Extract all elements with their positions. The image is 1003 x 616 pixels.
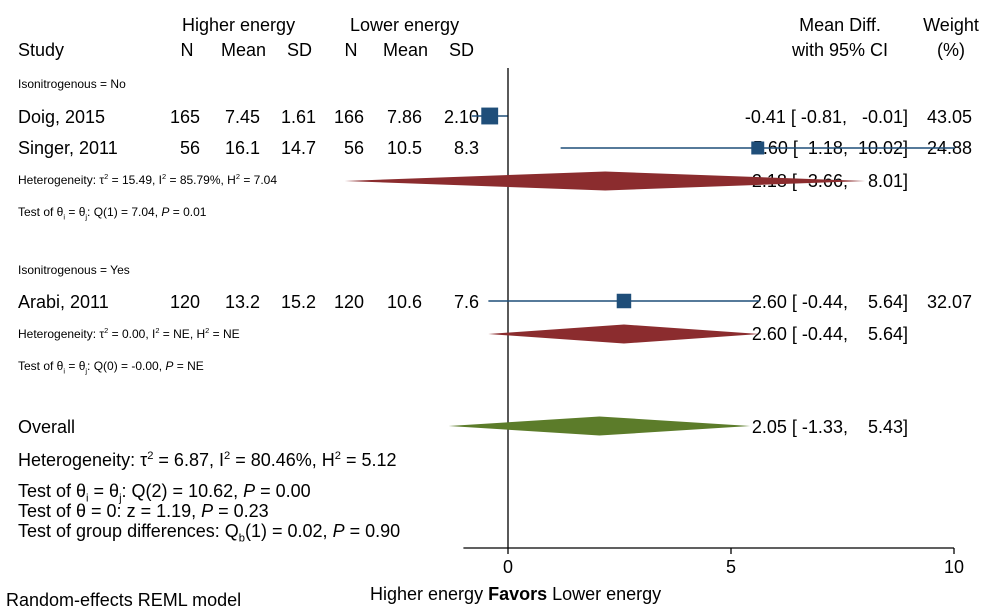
subgroup-pooled-diamond	[344, 171, 866, 191]
study-weight: 43.05	[926, 107, 972, 127]
study-estimate-marker	[616, 293, 632, 309]
study-sd1: 14.7	[280, 138, 316, 158]
study-mean2: 10.6	[386, 292, 422, 312]
subgroup-homogeneity-test: Test of θi = θj: Q(1) = 7.04, P = 0.01	[18, 205, 207, 222]
study-n2: 120	[333, 292, 364, 312]
n1-column-header: N	[180, 40, 194, 60]
study-estimate-marker	[481, 107, 499, 125]
mean2-column-header: Mean	[383, 40, 429, 60]
subgroup-heterogeneity: Heterogeneity: τ2 = 0.00, I2 = NE, H2 = …	[18, 326, 240, 341]
study-sd2: 2.10	[443, 107, 479, 127]
group-differences-test: Test of group differences: Qb(1) = 0.02,…	[18, 521, 401, 545]
study-name: Singer, 2011	[18, 138, 118, 158]
study-ci-text: -0.41 [ -0.81, -0.01]	[744, 107, 908, 127]
overall-heterogeneity: Heterogeneity: τ2 = 6.87, I2 = 80.46%, H…	[18, 450, 397, 470]
overall-ci-text: 2.05 [ -1.33, 5.43]	[751, 417, 908, 437]
study-name: Doig, 2015	[18, 107, 106, 127]
study-mean1: 7.45	[224, 107, 260, 127]
study-mean1: 16.1	[224, 138, 260, 158]
ci-column-header: with 95% CI	[791, 40, 889, 60]
study-n1: 120	[169, 292, 200, 312]
subgroup-homogeneity-test: Test of θi = θj: Q(0) = -0.00, P = NE	[18, 359, 204, 376]
study-n2: 166	[333, 107, 364, 127]
weight-column-header: Weight	[923, 15, 979, 35]
subgroup-pooled-diamond	[488, 324, 760, 344]
model-note: Random-effects REML model	[6, 590, 242, 610]
overall-pooled-diamond	[448, 416, 751, 436]
weight-unit-header: (%)	[937, 40, 965, 60]
study-mean2: 10.5	[386, 138, 422, 158]
study-n2: 56	[343, 138, 364, 158]
n2-column-header: N	[344, 40, 358, 60]
subgroup-heterogeneity: Heterogeneity: τ2 = 15.49, I2 = 85.79%, …	[18, 172, 278, 187]
study-name: Arabi, 2011	[18, 292, 109, 312]
x-axis-tick-label: 10	[944, 557, 964, 577]
group-header-higher: Higher energy	[182, 15, 296, 35]
study-sd1: 1.61	[280, 107, 316, 127]
subgroup-label: Isonitrogenous = Yes	[18, 263, 130, 277]
study-ci-text: 2.60 [ -0.44, 5.64]	[751, 292, 908, 312]
study-n1: 165	[169, 107, 200, 127]
overall-label: Overall	[18, 417, 76, 437]
x-axis-tick-label: 5	[726, 557, 736, 577]
subgroup-label: Isonitrogenous = No	[18, 77, 126, 91]
study-sd2: 8.3	[453, 138, 479, 158]
study-sd2: 7.6	[453, 292, 479, 312]
subgroup-pooled-ci-text: 2.60 [ -0.44, 5.64]	[751, 324, 908, 344]
sd1-column-header: SD	[287, 40, 313, 60]
x-axis-tick-label: 0	[503, 557, 513, 577]
study-weight: 32.07	[926, 292, 972, 312]
favors-label: Higher energy Favors Lower energy	[370, 584, 662, 604]
group-header-lower: Lower energy	[350, 15, 460, 35]
mean1-column-header: Mean	[221, 40, 267, 60]
overall-effect-test: Test of θ = 0: z = 1.19, P = 0.23	[18, 501, 269, 521]
overall-homogeneity-test: Test of θi = θj: Q(2) = 10.62, P = 0.00	[18, 481, 311, 505]
study-estimate-marker	[751, 141, 765, 155]
study-sd1: 15.2	[280, 292, 316, 312]
study-n1: 56	[179, 138, 200, 158]
study-column-header: Study	[18, 40, 65, 60]
sd2-column-header: SD	[449, 40, 475, 60]
meandiff-column-header: Mean Diff.	[799, 15, 881, 35]
study-mean1: 13.2	[224, 292, 260, 312]
study-mean2: 7.86	[386, 107, 422, 127]
